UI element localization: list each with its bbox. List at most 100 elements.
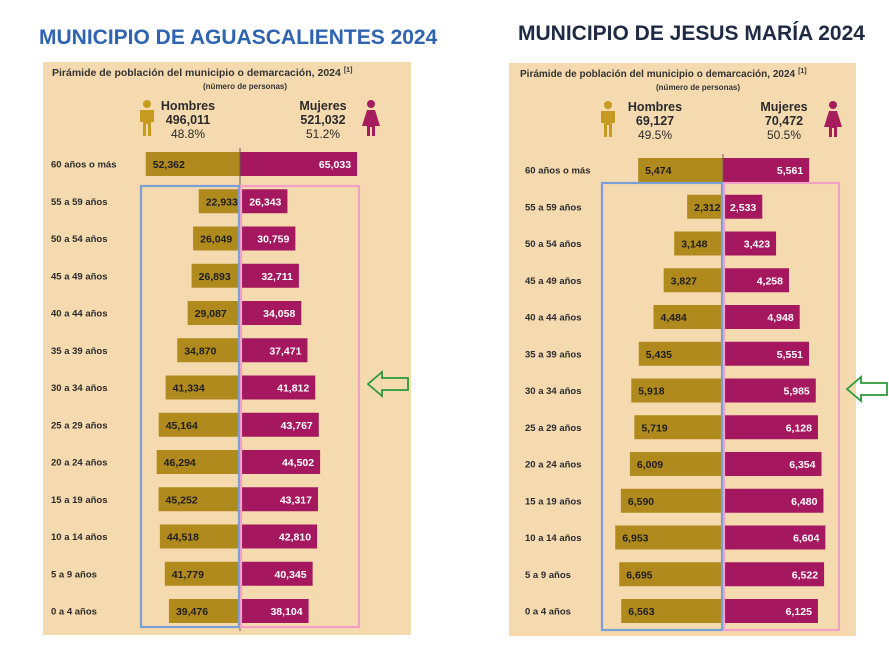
male-bar bbox=[620, 488, 723, 513]
female-bar bbox=[240, 450, 321, 474]
chart-title-note: [1] bbox=[344, 67, 353, 74]
female-value-label: 6,128 bbox=[786, 422, 812, 434]
female-bar bbox=[723, 194, 763, 219]
male-value-label: 39,476 bbox=[176, 606, 208, 618]
man-icon-head bbox=[604, 101, 612, 109]
chart-subtitle: (número de personas) bbox=[656, 83, 740, 92]
male-value-label: 22,933 bbox=[206, 196, 238, 208]
chart-title-note: [1] bbox=[798, 68, 807, 75]
female-value-label: 40,345 bbox=[274, 569, 306, 581]
men-label: Hombres bbox=[161, 99, 215, 113]
male-value-label: 2,312 bbox=[694, 202, 720, 214]
age-group-label: 40 a 44 años bbox=[525, 313, 582, 324]
age-group-label: 60 años o más bbox=[525, 166, 590, 177]
female-bar bbox=[723, 341, 810, 366]
female-value-label: 38,104 bbox=[270, 606, 302, 618]
male-value-label: 26,049 bbox=[200, 234, 232, 246]
men-percent: 48.8% bbox=[171, 127, 205, 141]
man-icon-body bbox=[140, 110, 154, 136]
male-value-label: 34,870 bbox=[184, 345, 216, 357]
men-percent: 49.5% bbox=[638, 128, 672, 142]
female-value-label: 4,258 bbox=[757, 275, 783, 287]
female-bar bbox=[723, 231, 777, 256]
women-total: 521,032 bbox=[300, 113, 345, 127]
male-value-label: 6,695 bbox=[626, 569, 652, 581]
male-value-label: 5,918 bbox=[638, 386, 664, 398]
male-bar bbox=[145, 152, 240, 176]
male-bar bbox=[638, 341, 723, 366]
female-value-label: 26,343 bbox=[249, 196, 281, 208]
male-value-label: 6,009 bbox=[637, 459, 663, 471]
male-bar bbox=[621, 599, 723, 623]
age-group-label: 15 a 19 años bbox=[51, 495, 108, 506]
female-bar bbox=[240, 524, 318, 549]
men-total: 69,127 bbox=[636, 114, 674, 128]
left-chart-heading: MUNICIPIO DE AGUASCALIENTES 2024 bbox=[39, 26, 438, 49]
jesus-maria-pyramid-panel: Pirámide de población del municipio o de… bbox=[509, 63, 856, 636]
female-bar bbox=[240, 487, 318, 512]
male-bar bbox=[615, 525, 723, 550]
female-bar bbox=[240, 412, 319, 437]
age-group-label: 20 a 24 años bbox=[51, 458, 108, 469]
female-value-label: 30,759 bbox=[257, 234, 289, 246]
female-bar bbox=[723, 415, 818, 440]
female-value-label: 42,810 bbox=[279, 532, 311, 544]
male-bar bbox=[631, 378, 723, 403]
male-bar bbox=[674, 231, 723, 256]
male-value-label: 3,148 bbox=[681, 239, 707, 251]
chart-subtitle: (número de personas) bbox=[203, 82, 287, 91]
age-group-label: 50 a 54 años bbox=[51, 234, 108, 245]
male-value-label: 5,474 bbox=[645, 165, 671, 177]
female-value-label: 37,471 bbox=[269, 345, 301, 357]
female-bar bbox=[240, 263, 299, 288]
female-bar bbox=[723, 488, 824, 513]
aguascalientes-pyramid-panel: Pirámide de población del municipio o de… bbox=[43, 62, 411, 635]
age-group-label: 20 a 24 años bbox=[525, 460, 582, 471]
male-bar bbox=[168, 599, 240, 623]
female-bar bbox=[723, 378, 816, 403]
female-value-label: 44,502 bbox=[282, 457, 314, 469]
female-value-label: 5,985 bbox=[783, 386, 809, 398]
age-group-label: 30 a 34 años bbox=[51, 383, 108, 394]
male-bar bbox=[619, 562, 723, 587]
male-bar bbox=[187, 301, 240, 325]
female-bar bbox=[723, 305, 800, 329]
age-group-label: 35 a 39 años bbox=[51, 346, 108, 357]
women-total: 70,472 bbox=[765, 114, 803, 128]
chart-title: Pirámide de población del municipio o de… bbox=[52, 67, 352, 79]
men-label: Hombres bbox=[628, 100, 682, 114]
female-bar bbox=[723, 562, 825, 587]
male-value-label: 41,779 bbox=[172, 569, 204, 581]
male-value-label: 5,719 bbox=[641, 422, 667, 434]
male-value-label: 26,893 bbox=[199, 271, 231, 283]
male-bar bbox=[634, 415, 723, 440]
age-group-label: 15 a 19 años bbox=[525, 496, 582, 507]
male-bar bbox=[165, 375, 240, 400]
female-bar bbox=[240, 375, 316, 400]
female-bar bbox=[240, 152, 358, 176]
female-bar bbox=[723, 525, 826, 550]
male-value-label: 52,362 bbox=[153, 159, 185, 171]
male-value-label: 6,563 bbox=[628, 606, 654, 618]
male-bar bbox=[191, 263, 240, 288]
female-bar bbox=[240, 226, 296, 251]
male-bar bbox=[158, 487, 240, 512]
male-value-label: 4,484 bbox=[660, 312, 686, 324]
male-value-label: 3,827 bbox=[671, 275, 697, 287]
woman-icon-head bbox=[367, 100, 375, 108]
age-group-label: 35 a 39 años bbox=[525, 349, 582, 360]
highlight-arrow-left-icon bbox=[366, 370, 409, 398]
women-label: Mujeres bbox=[760, 100, 807, 114]
women-label: Mujeres bbox=[299, 99, 346, 113]
male-value-label: 45,252 bbox=[166, 494, 198, 506]
age-group-label: 5 a 9 años bbox=[51, 569, 97, 580]
female-value-label: 6,604 bbox=[793, 533, 819, 545]
male-value-label: 29,087 bbox=[195, 308, 227, 320]
male-bar bbox=[629, 452, 723, 476]
women-percent: 51.2% bbox=[306, 127, 340, 141]
chart-title-text: Pirámide de población del municipio o de… bbox=[52, 67, 341, 79]
female-value-label: 5,551 bbox=[777, 349, 803, 361]
age-group-label: 30 a 34 años bbox=[525, 386, 582, 397]
male-value-label: 41,334 bbox=[173, 383, 205, 395]
male-value-label: 6,590 bbox=[628, 496, 654, 508]
